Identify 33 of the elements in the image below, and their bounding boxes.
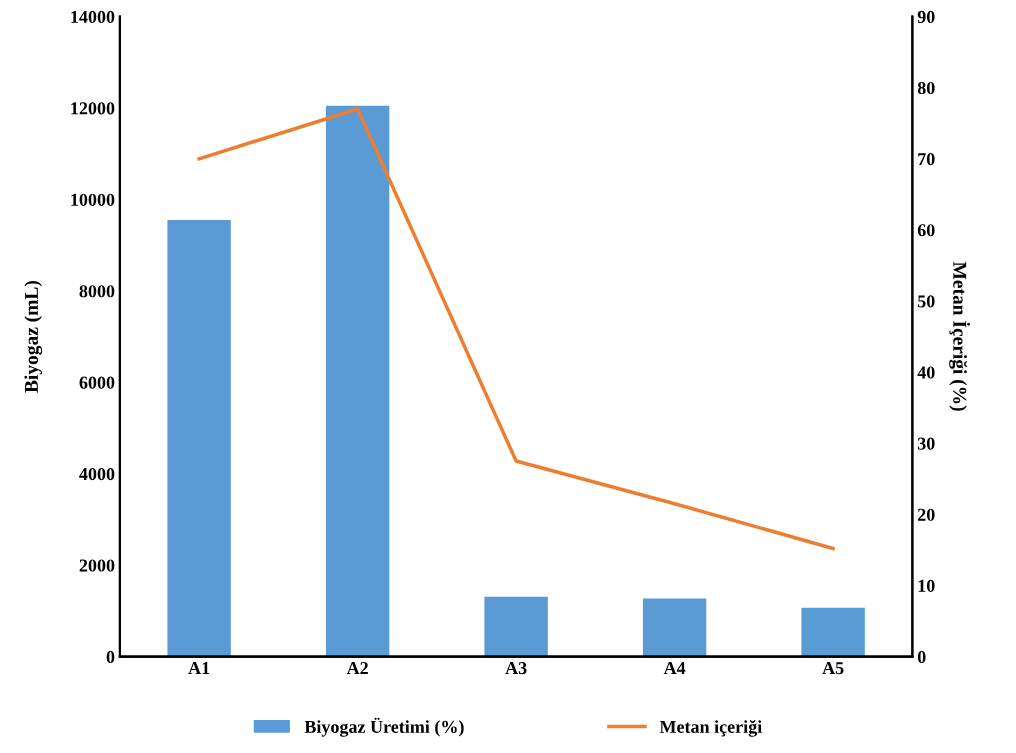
- x-tick-label: A2: [346, 662, 368, 675]
- x-tick-label: A4: [663, 662, 686, 675]
- y2-tick-label: 0: [917, 650, 926, 664]
- bar: [801, 607, 865, 657]
- y2-axis-title: Metan İçeriği (%): [949, 261, 971, 411]
- line-series: [197, 107, 835, 551]
- x-tick-label: A5: [822, 662, 844, 675]
- bar: [484, 596, 548, 657]
- y-tick-label: 12000: [71, 102, 115, 115]
- bar: [642, 598, 707, 657]
- y2-tick-label: 70: [918, 153, 935, 166]
- y-tick-label: 4000: [79, 468, 115, 481]
- x-tick-label: A3: [505, 662, 527, 675]
- y2-tick-label: 10: [918, 579, 935, 592]
- legend-label: Metan içeriği: [659, 720, 762, 737]
- y2-tick-label: 90: [917, 10, 935, 24]
- y-tick-label: 2000: [79, 559, 115, 572]
- y2-tick-label: 60: [917, 224, 935, 237]
- y-axis-title: Biyogaz (mL): [24, 281, 43, 393]
- y2-tick-label: 50: [917, 295, 935, 308]
- bar: [325, 105, 390, 657]
- y-tick-label: 14000: [71, 10, 115, 24]
- legend-label: Biyogaz Üretimi (%): [304, 717, 464, 737]
- y-tick-label: 0: [106, 650, 115, 664]
- x-tick-label: A1: [188, 662, 210, 675]
- y2-tick-label: 40: [917, 366, 935, 379]
- y-tick-label: 10000: [71, 193, 115, 206]
- y2-tick-label: 20: [917, 508, 935, 521]
- bar: [167, 220, 231, 657]
- y2-tick-label: 80: [917, 81, 935, 95]
- y2-tick-label: 30: [917, 437, 935, 450]
- y-tick-label: 8000: [79, 285, 115, 298]
- y-tick-label: 6000: [79, 376, 115, 389]
